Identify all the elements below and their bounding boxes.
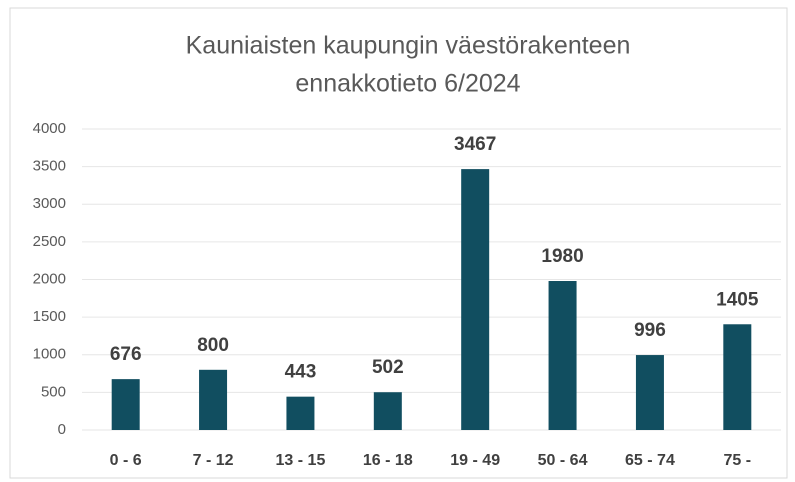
y-tick-label: 1500 — [33, 308, 66, 325]
y-tick-label: 2500 — [33, 233, 66, 250]
x-tick-label: 7 - 12 — [193, 452, 234, 469]
x-tick-label: 65 - 74 — [625, 452, 675, 469]
x-tick-label: 75 - — [724, 452, 752, 469]
y-tick-label: 3000 — [33, 195, 66, 212]
chart-title: Kauniaisten kaupungin väestörakenteen — [186, 32, 631, 60]
chart-title: ennakkotieto 6/2024 — [295, 70, 520, 98]
y-tick-label: 4000 — [33, 120, 66, 137]
bar — [635, 355, 664, 430]
x-tick-label: 50 - 64 — [538, 452, 588, 469]
x-tick-label: 13 - 15 — [276, 452, 326, 469]
y-tick-label: 500 — [41, 383, 66, 400]
bar — [723, 324, 752, 430]
x-tick-label: 16 - 18 — [363, 452, 413, 469]
bar — [111, 379, 140, 430]
bar — [461, 169, 490, 430]
bar — [373, 392, 402, 430]
y-tick-label: 3500 — [33, 158, 66, 175]
data-label: 800 — [197, 335, 229, 356]
y-tick-label: 2000 — [33, 270, 66, 287]
data-label: 676 — [110, 344, 142, 365]
data-label: 1405 — [716, 289, 759, 310]
bar — [548, 281, 577, 430]
data-label: 996 — [634, 320, 666, 341]
data-label: 1980 — [541, 246, 583, 267]
bar — [286, 396, 315, 430]
data-label: 502 — [372, 357, 404, 378]
data-label: 3467 — [454, 134, 496, 155]
bar — [199, 369, 228, 430]
y-tick-label: 1000 — [33, 346, 66, 363]
y-tick-label: 0 — [58, 421, 66, 438]
x-tick-label: 0 - 6 — [110, 452, 142, 469]
data-label: 443 — [285, 362, 317, 383]
x-tick-label: 19 - 49 — [450, 452, 500, 469]
